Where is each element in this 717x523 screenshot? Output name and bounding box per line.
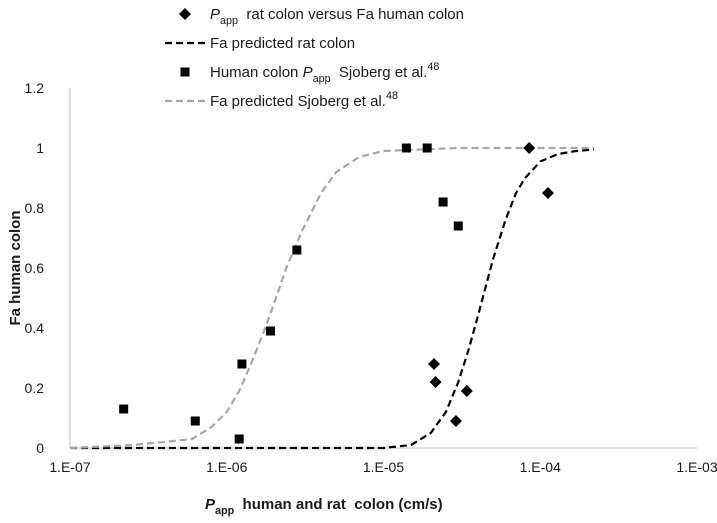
legend: Papp rat colon versus Fa human colon Fa p… [165, 6, 464, 110]
legend-swatch [180, 67, 190, 77]
x-tick-label: 1.E-05 [363, 459, 404, 475]
series-0-point [523, 142, 536, 154]
series-2-point [401, 143, 411, 153]
series-2-point [292, 245, 302, 255]
legend-item-1: Fa predicted rat colon [165, 35, 355, 52]
series-2-point [234, 434, 244, 444]
legend-label: Human colon Papp Sjoberg et al.48 [210, 61, 439, 85]
series-2-point [265, 326, 275, 336]
x-tick-label: 1.E-06 [206, 459, 247, 475]
series-2-point [190, 416, 200, 426]
legend-label: Fa predicted Sjoberg et al.48 [210, 90, 398, 110]
legend-item-0: Papp rat colon versus Fa human colon [179, 6, 464, 27]
series-2-point [453, 221, 463, 231]
series-0-point [460, 385, 473, 397]
y-tick-label: 0.4 [25, 320, 45, 336]
y-tick-label: 0 [36, 440, 44, 456]
y-tick-label: 1.2 [25, 80, 45, 96]
legend-item-2: Human colon Papp Sjoberg et al.48 [180, 61, 439, 85]
series-0-point [429, 376, 442, 388]
series-0-point [428, 358, 441, 370]
series-points [119, 142, 554, 444]
series-0-point [449, 415, 462, 427]
x-axis-title: Papp human and rat colon (cm/s) [205, 496, 443, 517]
legend-swatch [179, 8, 191, 20]
axes [69, 88, 697, 449]
x-tick-labels: 1.E-07 1.E-06 1.E-05 1.E-04 1.E-03 [49, 459, 717, 475]
series-lines [69, 146, 594, 450]
x-tick-label: 1.E-07 [49, 459, 90, 475]
x-tick-label: 1.E-04 [520, 459, 561, 475]
y-axis-title: Fa human colon [7, 210, 24, 325]
legend-item-3: Fa predicted Sjoberg et al.48 [165, 90, 398, 110]
series-2-point [438, 197, 448, 207]
x-tick-label: 1.E-03 [676, 459, 717, 475]
series-3-line [69, 146, 594, 450]
y-tick-label: 0.8 [25, 200, 45, 216]
series-0-point [541, 187, 554, 199]
y-tick-label: 0.2 [25, 380, 45, 396]
y-tick-label: 0.6 [25, 260, 45, 276]
y-tick-label: 1 [36, 140, 44, 156]
series-2-point [119, 404, 129, 414]
series-2-point [237, 359, 247, 369]
series-2-point [422, 143, 432, 153]
y-tick-labels: 0 0.2 0.4 0.6 0.8 1 1.2 [25, 80, 45, 456]
legend-label: Papp rat colon versus Fa human colon [210, 6, 464, 27]
series-1-line [70, 148, 594, 450]
legend-label: Fa predicted rat colon [210, 35, 355, 52]
